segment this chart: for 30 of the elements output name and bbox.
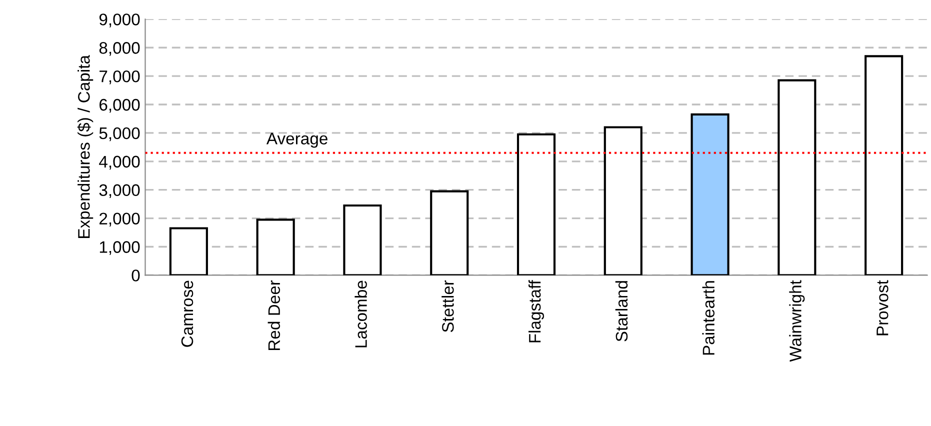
- bar: [604, 126, 642, 276]
- x-tick-label: Lacombe: [354, 280, 367, 348]
- bar: [690, 113, 730, 276]
- x-tick-label: Wainwright: [789, 280, 805, 362]
- bar: [169, 227, 208, 276]
- ref-line-label: Average: [266, 132, 328, 148]
- x-tick-label: Provost: [876, 280, 888, 336]
- y-tick-label: 8,000: [99, 42, 140, 56]
- bar: [864, 55, 904, 276]
- x-tick-label: Starland: [615, 281, 628, 342]
- y-tick-label: 4,000: [99, 156, 140, 170]
- bar: [516, 133, 556, 276]
- y-tick-label: 6,000: [100, 98, 140, 113]
- bar: [256, 218, 295, 276]
- y-tick-label: 3,000: [99, 184, 140, 198]
- bar: [430, 190, 469, 276]
- bar: [778, 79, 816, 276]
- y-tick-label: 0: [132, 270, 140, 282]
- x-tick-label: Camrose: [181, 280, 194, 347]
- y-axis-title: Expenditures ($) / Capita: [77, 55, 94, 238]
- y-tick-label: 2,000: [100, 212, 140, 226]
- y-tick-label: 7,000: [100, 70, 140, 84]
- x-tick-label: Red Deer: [268, 280, 280, 350]
- y-tick-label: 1,000: [100, 241, 140, 255]
- y-tick-label: 9,000: [99, 14, 140, 28]
- x-tick-label: Stettler: [442, 280, 454, 332]
- y-tick-label: 5,000: [99, 127, 140, 142]
- x-tick-label: Paintearth: [702, 281, 715, 355]
- bar: [343, 204, 382, 276]
- x-tick-label: Flagstaff: [528, 280, 544, 342]
